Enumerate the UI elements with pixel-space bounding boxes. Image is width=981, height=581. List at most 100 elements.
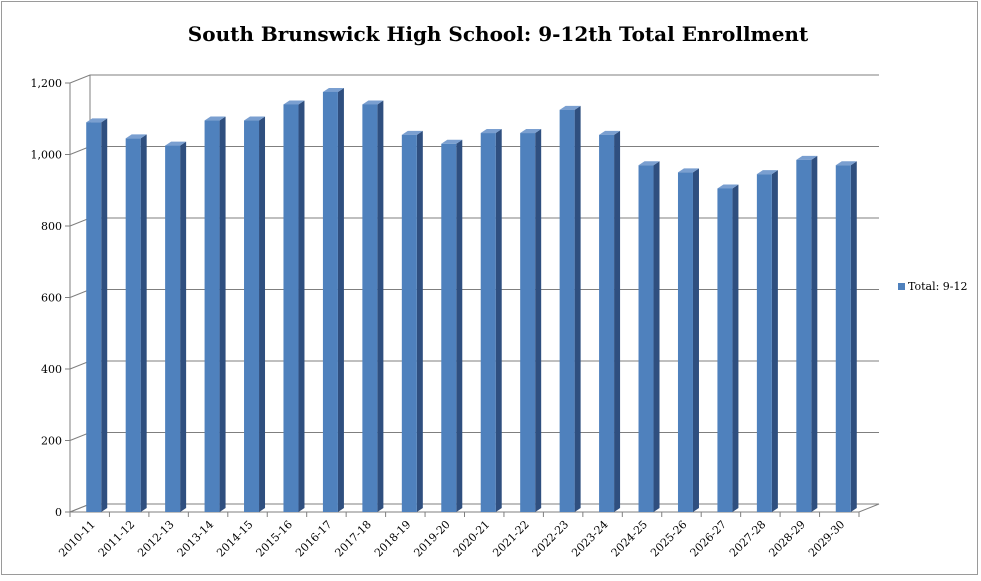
x-tick-label: 2020-21 xyxy=(451,518,493,560)
x-tick-label: 2019-20 xyxy=(411,518,453,560)
y-tick-label: 400 xyxy=(41,363,62,376)
bar-front xyxy=(283,104,299,512)
bar xyxy=(401,130,423,512)
x-tick-label: 2023-24 xyxy=(569,518,611,560)
bar xyxy=(441,139,463,512)
bar-front xyxy=(520,133,536,513)
bar-side xyxy=(614,130,621,512)
bar-front xyxy=(441,143,457,512)
bar xyxy=(362,100,384,512)
bar-front xyxy=(86,122,102,512)
bar-top xyxy=(125,134,147,139)
bar xyxy=(125,134,147,512)
bar-front xyxy=(559,109,575,512)
bar-front xyxy=(796,159,812,513)
bar-top xyxy=(401,130,423,135)
bar-side xyxy=(495,129,502,513)
bar-front xyxy=(480,133,496,513)
bar-side xyxy=(140,134,147,512)
bar-top xyxy=(835,161,857,166)
bar xyxy=(756,170,778,512)
bar-top xyxy=(796,155,818,160)
x-tick-label: 2028-29 xyxy=(766,518,808,560)
x-tick-label: 2011-12 xyxy=(96,518,138,560)
bar-top xyxy=(717,184,739,189)
bar-side xyxy=(535,129,542,513)
x-tick-labels: 2010-112011-122012-132013-142014-152015-… xyxy=(56,518,847,560)
bar xyxy=(520,129,542,513)
x-tick-label: 2010-11 xyxy=(56,518,98,560)
bar xyxy=(796,155,818,513)
bar-top xyxy=(441,139,463,144)
bar-side xyxy=(377,100,384,512)
bar-top xyxy=(362,100,384,105)
bar-front xyxy=(401,134,417,512)
x-tick-label: 2024-25 xyxy=(609,518,651,560)
legend-swatch xyxy=(898,283,905,290)
x-tick-label: 2029-30 xyxy=(806,518,848,560)
bar-front xyxy=(677,172,693,512)
bar-front xyxy=(165,145,181,512)
gridline xyxy=(69,74,879,84)
bar xyxy=(638,161,660,512)
bar-front xyxy=(204,120,220,512)
bar xyxy=(717,184,739,512)
bar-front xyxy=(244,120,260,512)
bar-side xyxy=(259,116,266,512)
bar-top xyxy=(520,129,542,134)
bar-front xyxy=(638,165,654,512)
x-tick-label: 2026-27 xyxy=(688,518,730,560)
y-tick-label: 1,200 xyxy=(31,77,63,90)
y-tick-label: 1,000 xyxy=(31,149,63,162)
y-tick-label: 0 xyxy=(55,506,62,519)
bar-top xyxy=(599,130,621,135)
x-tick-label: 2021-22 xyxy=(490,518,532,560)
bar xyxy=(86,118,108,512)
bar-top xyxy=(283,100,305,105)
x-tick-label: 2016-17 xyxy=(293,518,335,560)
x-tick-label: 2018-19 xyxy=(372,518,414,560)
bar-top xyxy=(322,87,344,92)
x-tick-label: 2014-15 xyxy=(214,518,256,560)
bar xyxy=(204,116,226,512)
bar-front xyxy=(125,138,141,512)
bar-top xyxy=(165,141,187,146)
chart-title: South Brunswick High School: 9-12th Tota… xyxy=(188,22,809,46)
y-tick-label: 200 xyxy=(41,435,62,448)
bar xyxy=(480,129,502,513)
bar-side xyxy=(732,184,739,512)
bar-side xyxy=(850,161,857,512)
bar-side xyxy=(811,155,818,513)
bar-side xyxy=(180,141,187,512)
bar-front xyxy=(599,134,615,512)
bar xyxy=(244,116,266,512)
bar xyxy=(559,105,581,512)
legend: Total: 9-12 xyxy=(898,280,968,293)
bar-front xyxy=(362,104,378,512)
bar-front xyxy=(756,174,772,512)
bar-top xyxy=(756,170,778,175)
bar-front xyxy=(322,91,338,512)
bar xyxy=(283,100,305,512)
x-tick-label: 2027-28 xyxy=(727,518,769,560)
bar-side xyxy=(298,100,305,512)
bar-top xyxy=(638,161,660,166)
bar xyxy=(677,168,699,512)
bar-side xyxy=(771,170,778,512)
bar xyxy=(835,161,857,512)
bar-side xyxy=(337,87,344,512)
bar-top xyxy=(677,168,699,173)
bar-top xyxy=(559,105,581,110)
x-tick-label: 2015-16 xyxy=(254,518,296,560)
x-tick-label: 2013-14 xyxy=(175,518,217,560)
bar-side xyxy=(456,139,463,512)
bar xyxy=(165,141,187,512)
bar-top xyxy=(244,116,266,121)
bar-side xyxy=(101,118,108,512)
gridline xyxy=(69,146,879,155)
bar xyxy=(322,87,344,512)
bar-side xyxy=(692,168,699,512)
x-tick-label: 2012-13 xyxy=(135,518,177,560)
